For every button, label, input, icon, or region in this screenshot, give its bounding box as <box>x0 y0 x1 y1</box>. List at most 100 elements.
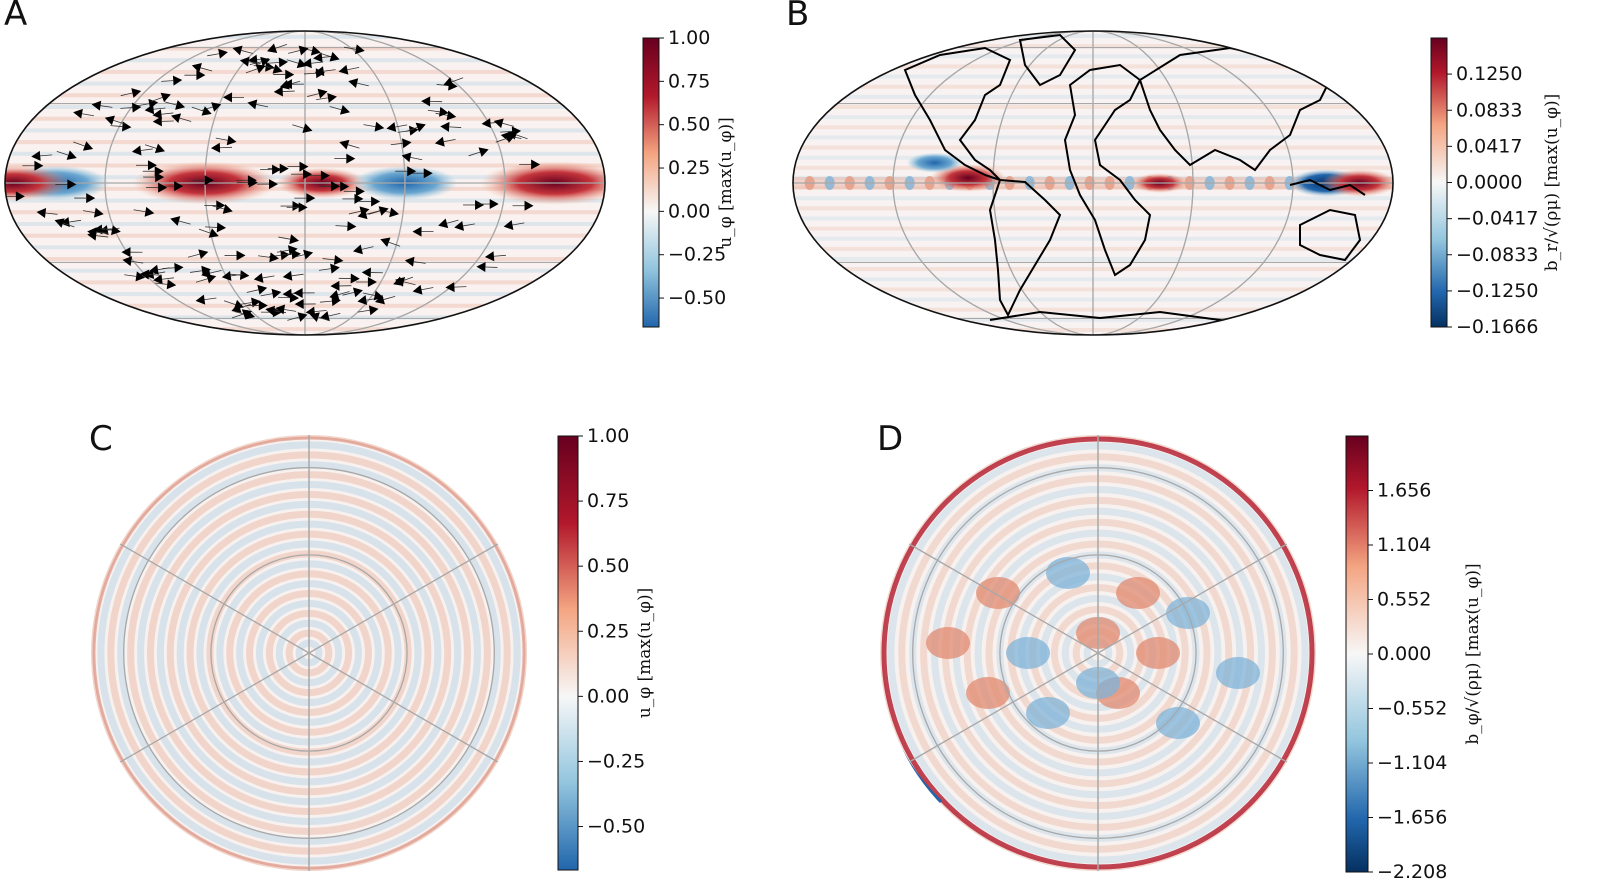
flow-arrow <box>191 62 213 73</box>
flow-arrow <box>338 273 360 284</box>
flow-arrow <box>427 106 449 117</box>
flow-arrow <box>278 292 300 303</box>
flow-arrow <box>221 271 243 281</box>
colorbar-tick-label: 0.552 <box>1377 589 1431 611</box>
panel-d-feature <box>1026 697 1070 729</box>
flow-arrow <box>267 57 289 68</box>
flow-arrow <box>287 312 308 322</box>
flow-arrow <box>215 135 237 146</box>
colorbar-tick-label: −0.50 <box>587 816 645 838</box>
flow-arrow <box>137 98 159 109</box>
flow-arrow <box>239 297 261 308</box>
flow-arrow <box>395 166 417 177</box>
flow-arrow <box>445 282 467 293</box>
flow-arrow <box>152 109 174 120</box>
panel-d-feature <box>1216 657 1260 689</box>
panel-d-feature <box>926 627 970 659</box>
colorbar-tick-label: −2.208 <box>1377 861 1447 883</box>
flow-arrow <box>258 252 279 263</box>
flow-arrow <box>104 115 125 126</box>
flow-arrow <box>440 121 462 132</box>
flow-arrow <box>253 273 275 283</box>
flow-arrow <box>411 168 433 179</box>
panel-d-feature <box>1116 577 1160 609</box>
flow-arrow <box>338 64 360 75</box>
flow-arrow <box>122 256 144 267</box>
flow-arrow <box>239 56 261 67</box>
flow-arrow <box>275 304 297 315</box>
flow-arrow <box>150 92 171 103</box>
flow-arrow <box>236 177 258 188</box>
flow-arrow <box>260 288 282 299</box>
colorbar-tick-label: −0.0833 <box>1456 244 1538 266</box>
colorbar-axis-label: b_r/√(ρμ) [max(u_φ)] <box>1542 94 1562 272</box>
flow-arrow <box>192 175 214 186</box>
flow-arrow <box>292 123 313 133</box>
panel-a-colorbar: 1.00 0.75 0.50 0.25 0.00 −0.25 −0.50 u_φ [max(u… <box>642 27 736 328</box>
panel-d-colorbar: 1.656 1.104 0.552 0.000 −0.552 −1.104 −1.656 −2… <box>1345 435 1483 883</box>
flow-arrow <box>121 247 143 258</box>
colorbar-tick-label: 1.00 <box>587 425 629 447</box>
flow-arrow <box>343 186 365 197</box>
flow-arrow <box>438 218 459 229</box>
flow-arrow <box>73 108 94 119</box>
flow-arrow <box>343 44 365 55</box>
flow-arrow <box>294 299 316 310</box>
flow-arrow <box>246 284 268 295</box>
flow-arrow <box>276 245 298 256</box>
colorbar-axis-label: b_φ/√(ρμ) [max(u_φ)] <box>1463 563 1483 744</box>
flow-arrow <box>280 201 302 212</box>
flow-arrow <box>91 100 113 111</box>
flow-arrow <box>291 169 313 180</box>
flow-arrow <box>319 51 340 62</box>
flow-arrow <box>231 309 252 319</box>
colorbar-tick-label: −1.104 <box>1377 752 1447 774</box>
colorbar-tick-label: 0.50 <box>668 114 710 136</box>
colorbar-axis-label: u_φ [max(u_φ)] <box>716 117 736 247</box>
flow-arrow <box>495 133 516 143</box>
flow-arrow <box>493 118 515 129</box>
flow-arrow <box>307 88 328 99</box>
flow-arrow <box>353 244 374 255</box>
flow-arrow <box>359 196 381 207</box>
panel-a-map <box>4 30 606 336</box>
flow-arrow <box>120 102 142 113</box>
flow-arrow <box>124 271 146 282</box>
flow-arrow <box>293 287 315 298</box>
panel-d-feature <box>966 677 1010 709</box>
colorbar-tick-label: 0.1250 <box>1456 63 1522 85</box>
flow-arrow <box>232 45 253 56</box>
flow-arrow <box>74 193 96 204</box>
colorbar-tick-label: −0.1250 <box>1456 280 1538 302</box>
flow-arrow <box>342 193 364 204</box>
panel-letter-a: A <box>4 0 28 34</box>
flow-arrow <box>282 79 304 90</box>
flow-arrow <box>223 92 245 103</box>
colorbar-tick-label: 0.25 <box>668 157 710 179</box>
flow-arrow <box>267 43 288 53</box>
colorbar-tick-label: 0.000 <box>1377 643 1431 665</box>
flow-arrow <box>133 206 155 217</box>
flow-arrow <box>224 250 246 261</box>
flow-arrow <box>273 86 295 97</box>
flow-arrow <box>184 70 206 81</box>
colorbar-tick-label: −1.656 <box>1377 807 1447 829</box>
flow-arrow <box>131 145 153 156</box>
panel-c-disc <box>91 435 527 871</box>
colorbar-tick-label: 0.25 <box>587 620 629 642</box>
panel-letter-d: D <box>877 419 904 459</box>
flow-arrow <box>273 69 295 80</box>
colorbar-tick-label: −0.552 <box>1377 698 1447 720</box>
flow-arrow <box>212 204 233 214</box>
flow-arrow <box>282 270 304 281</box>
flow-arrow <box>198 228 219 238</box>
flow-arrow <box>412 284 434 295</box>
flow-arrow <box>153 274 175 285</box>
flow-arrow <box>308 170 330 181</box>
flow-arrow <box>246 300 268 311</box>
flow-arrow <box>342 287 363 298</box>
flow-arrow <box>245 64 266 74</box>
flow-arrow <box>231 303 252 313</box>
flow-arrow <box>404 256 426 267</box>
